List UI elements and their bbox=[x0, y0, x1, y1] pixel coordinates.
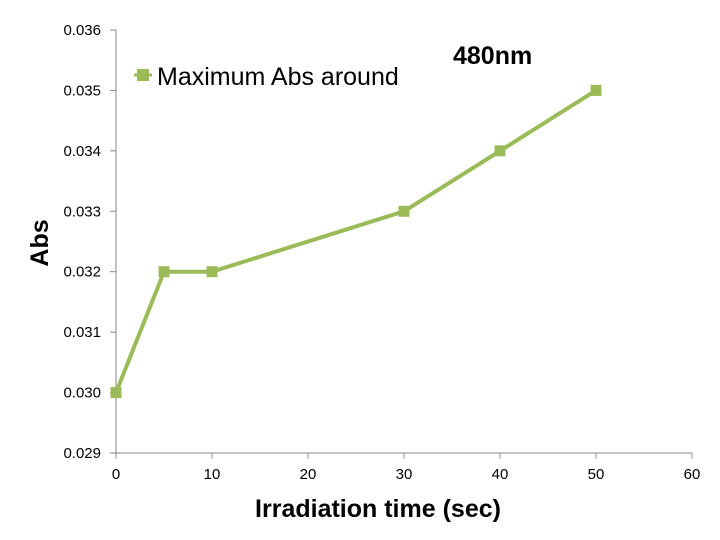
x-tick-label: 0 bbox=[112, 466, 120, 483]
x-tick-label: 60 bbox=[684, 466, 701, 483]
y-tick-labels: 0.029 0.030 0.031 0.032 0.033 0.034 0.035 0.036 bbox=[63, 22, 101, 462]
x-axis-title: Irradiation time (sec) bbox=[255, 495, 501, 523]
series-layer bbox=[110, 84, 602, 399]
legend: Maximum Abs around bbox=[134, 63, 399, 91]
data-point bbox=[590, 84, 602, 96]
x-tick-label: 30 bbox=[396, 466, 413, 483]
y-tick-label: 0.029 bbox=[63, 445, 101, 462]
y-tick-label: 0.032 bbox=[63, 264, 101, 281]
data-point bbox=[206, 266, 218, 278]
wavelength-annotation: 480nm bbox=[453, 42, 532, 70]
y-tick-label: 0.034 bbox=[63, 143, 101, 160]
data-point bbox=[158, 266, 170, 278]
y-tick-label: 0.030 bbox=[63, 385, 101, 402]
x-tick-label: 20 bbox=[300, 466, 317, 483]
series-line bbox=[114, 88, 598, 394]
y-tick-label: 0.035 bbox=[63, 82, 101, 99]
y-axis-title: Abs bbox=[26, 219, 54, 266]
data-point bbox=[494, 145, 506, 157]
data-point bbox=[110, 387, 122, 399]
x-tick-labels: 0 10 20 30 40 50 60 bbox=[112, 466, 701, 483]
legend-marker bbox=[137, 69, 149, 81]
axes bbox=[110, 29, 693, 459]
y-tick-label: 0.033 bbox=[63, 203, 101, 220]
x-tick-label: 40 bbox=[492, 466, 509, 483]
data-point bbox=[398, 205, 410, 217]
y-tick-label: 0.031 bbox=[63, 324, 101, 341]
x-tick-label: 10 bbox=[204, 466, 221, 483]
x-tick-label: 50 bbox=[588, 466, 605, 483]
legend-label: Maximum Abs around bbox=[157, 63, 399, 91]
y-tick-label: 0.036 bbox=[63, 22, 101, 39]
